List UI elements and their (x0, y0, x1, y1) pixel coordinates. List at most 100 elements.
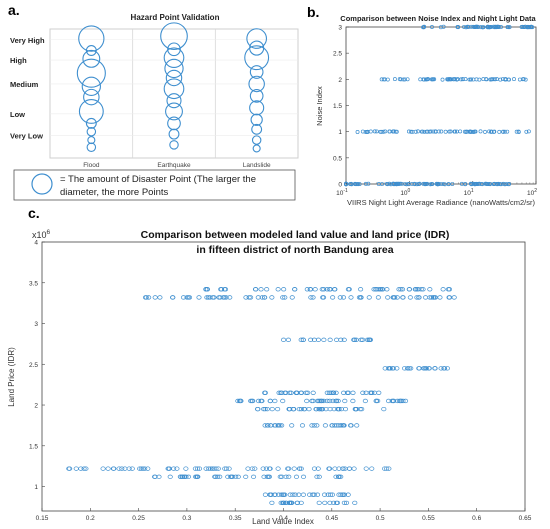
hazard-plot-frame (49, 28, 299, 159)
land-point (310, 398, 316, 404)
land-point (420, 287, 426, 292)
noise-point (383, 129, 388, 134)
land-point (330, 390, 336, 395)
hazard-bubble (165, 102, 183, 121)
noise-point (486, 182, 491, 187)
land-axis-ticks: 0.15 0.2 0.25 0.3 0.35 0.4 0.45 0.5 0.55 0.6 0.65 1… (29, 240, 532, 523)
land-point (281, 337, 287, 342)
noise-point (469, 24, 474, 29)
noise-point (363, 181, 368, 186)
noise-point (366, 181, 371, 186)
hazard-bubbles (76, 22, 270, 153)
land-point (332, 423, 338, 428)
land-point (333, 474, 339, 479)
noise-point (489, 77, 494, 82)
land-point (289, 423, 295, 428)
land-point (437, 295, 443, 300)
land-point (186, 295, 193, 300)
noise-point (464, 130, 469, 134)
land-point (298, 390, 304, 395)
hazard-bubble (248, 75, 265, 93)
land-point (390, 366, 396, 371)
noise-point (397, 77, 402, 81)
land-points (66, 287, 457, 505)
land-point (438, 366, 444, 371)
land-point (311, 423, 317, 428)
hazard-bubble (249, 100, 265, 116)
land-point (353, 337, 359, 342)
hazard-bubble (78, 98, 104, 124)
land-point (362, 398, 368, 404)
land-point (441, 366, 447, 371)
land-point (380, 287, 386, 292)
noise-point (401, 77, 406, 82)
land-point (211, 466, 217, 471)
land-point (338, 423, 344, 428)
noise-point (446, 182, 451, 186)
land-point (170, 295, 176, 300)
noise-point (472, 129, 477, 134)
noise-point (422, 181, 427, 186)
land-point (384, 466, 390, 471)
land-point (286, 474, 292, 479)
hazard-bubble (168, 128, 180, 140)
land-point (341, 500, 347, 505)
noise-point (451, 77, 456, 82)
noise-point (440, 77, 445, 82)
noise-point (477, 181, 482, 186)
land-point (223, 466, 230, 471)
land-point (324, 398, 330, 404)
noise-point (405, 77, 410, 82)
noise-point (453, 77, 457, 82)
land-point (330, 295, 336, 300)
noise-point (425, 181, 430, 186)
land-point (319, 398, 325, 404)
noise-axis-ticks: 0 0.5 1 1.5 2 2.5 3 10-1 100 101 102 (333, 25, 537, 198)
noise-point (357, 182, 362, 187)
land-point (316, 406, 322, 412)
hazard-bubble (165, 69, 183, 87)
land-point (350, 398, 356, 404)
noise-point (435, 182, 440, 187)
noise-point (454, 129, 459, 134)
hazard-bubble (167, 42, 181, 57)
land-point (292, 492, 298, 497)
land-point (350, 390, 356, 395)
noise-point (516, 129, 521, 134)
land-point (348, 295, 354, 300)
land-point (427, 287, 433, 292)
land-point (269, 295, 275, 300)
noise-point (431, 129, 436, 134)
land-point (142, 295, 149, 300)
noise-point (487, 129, 492, 134)
land-point (275, 287, 281, 292)
noise-point (418, 77, 423, 82)
land-point (235, 474, 241, 479)
land-point (322, 500, 328, 505)
land-point (330, 398, 336, 404)
hazard-legend-text-2: diameter, the more Points (60, 187, 168, 198)
noise-point (491, 182, 496, 187)
land-point (311, 466, 318, 471)
noise-point (430, 25, 434, 29)
noise-point (409, 129, 414, 134)
noise-points (344, 24, 535, 187)
land-point (259, 295, 265, 300)
land-point (446, 287, 453, 292)
land-point (375, 287, 381, 292)
noise-point (393, 182, 398, 187)
land-point (285, 466, 291, 471)
land-point (298, 337, 304, 342)
land-point (312, 287, 318, 292)
land-point (332, 466, 338, 471)
noise-y-tick-label: 2.5 (333, 51, 342, 58)
land-point (235, 398, 241, 404)
land-point (210, 295, 216, 300)
land-point (238, 398, 244, 404)
noise-point (441, 24, 446, 29)
land-point (213, 466, 219, 471)
land-point (251, 474, 257, 479)
noise-point (404, 182, 409, 187)
land-point (194, 466, 201, 471)
land-point (340, 492, 346, 497)
